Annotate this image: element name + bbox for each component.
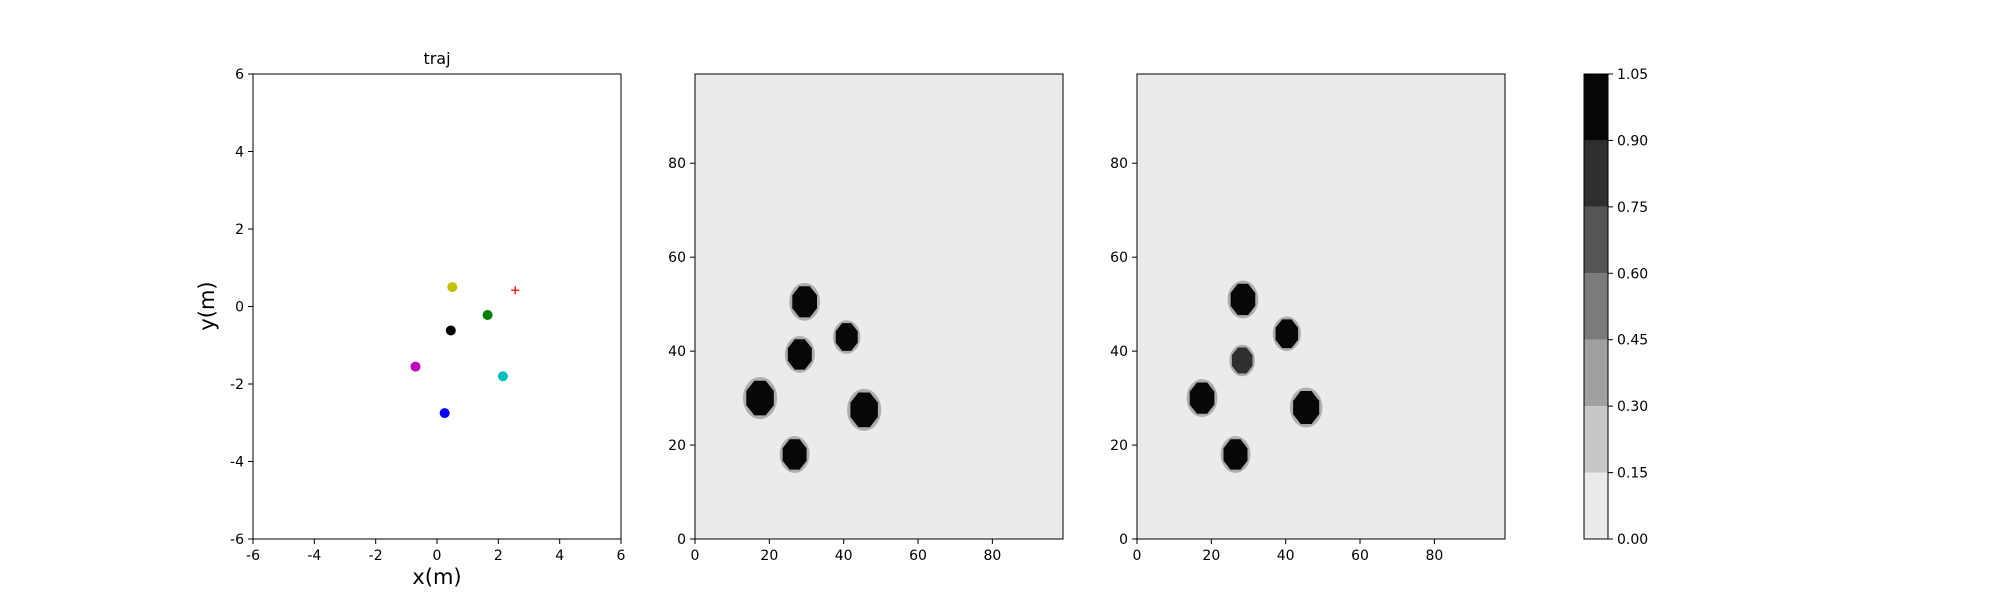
y-tick-label: -4 [230,455,244,471]
scatter-point [445,325,456,336]
heatmap-1-frame [694,73,1064,540]
y-tick-label: 0 [677,532,686,548]
traj-title: traj [423,49,450,68]
traj-x-ticks: -6 -4 -2 0 2 4 6 [246,539,626,564]
occupancy-blob [782,439,807,470]
colorbar-tick-label: 0.60 [1617,266,1648,282]
y-tick-label: 2 [235,222,244,238]
y-tick-label: 4 [235,145,244,161]
y-tick-label: 40 [668,344,686,360]
x-tick-label: 4 [555,548,564,564]
y-tick-label: 20 [1110,438,1128,454]
heatmap-1-x-ticks: 0 20 40 60 80 [691,539,1001,564]
occupancy-blob [1231,347,1253,374]
colorbar-tick-label: 1.05 [1617,67,1648,83]
x-tick-label: 0 [433,548,442,564]
heatmap-1-y-ticks: 0 20 40 60 80 [668,156,695,548]
x-tick-label: 0 [691,548,700,564]
x-tick-label: 40 [835,548,853,564]
scatter-point [482,310,493,321]
y-tick-label: -2 [230,377,244,393]
occupancy-blob [1189,382,1215,414]
heatmap-2-background [1137,74,1505,539]
traj-y-axis-label: y(m) [195,281,219,330]
x-tick-label: -6 [246,548,260,564]
y-tick-label: 60 [668,250,686,266]
scatter-point [410,361,421,372]
scatter-point [497,371,508,382]
x-tick-label: -2 [369,548,383,564]
occupancy-blob [1230,283,1256,316]
colorbar-band [1584,273,1608,340]
y-tick-label: 80 [1110,156,1128,172]
colorbar-frame [1583,73,1609,540]
x-tick-label: 6 [617,548,626,564]
colorbar-bands [1584,74,1608,539]
colorbar-tick-label: 0.90 [1617,133,1648,149]
scatter-point [439,408,450,419]
x-tick-label: 20 [1202,548,1220,564]
heatmap-panel-2: 0 20 40 60 80 0 20 40 60 80 [1110,73,1506,564]
occupancy-blob [787,339,812,370]
occupancy-blob [792,286,817,318]
colorbar-ticks: 0.00 0.15 0.30 0.45 0.60 0.75 0.90 1.05 [1608,67,1648,548]
traj-plot-frame [252,73,622,540]
occupancy-blob [1223,439,1248,470]
occupancy-blob [1293,391,1320,424]
colorbar-tick-label: 0.75 [1617,200,1648,216]
colorbar-band [1584,472,1608,539]
colorbar-band [1584,140,1608,207]
occupancy-blob [835,323,858,351]
x-tick-label: 60 [909,548,927,564]
traj-points [410,282,520,419]
colorbar-band [1584,406,1608,473]
colorbar-band [1584,206,1608,274]
y-tick-label: 6 [235,67,244,83]
x-tick-label: 80 [983,548,1001,564]
colorbar-tick-label: 0.15 [1617,466,1648,482]
y-tick-label: 80 [668,156,686,172]
x-tick-label: 20 [760,548,778,564]
plus-marker [511,286,520,295]
y-tick-label: 40 [1110,344,1128,360]
heatmap-1-background [695,74,1063,539]
x-tick-label: 0 [1133,548,1142,564]
x-tick-label: -4 [307,548,321,564]
x-tick-label: 60 [1351,548,1369,564]
heatmap-2-blobs [1186,280,1323,473]
colorbar-tick-label: 0.00 [1617,532,1648,548]
y-tick-label: 60 [1110,250,1128,266]
heatmap-panel-1: 0 20 40 60 80 0 20 40 60 80 [668,73,1064,564]
occupancy-blob [1275,319,1299,349]
occupancy-blob [746,380,774,416]
traj-x-axis-label: x(m) [412,565,461,589]
y-tick-label: 0 [235,300,244,316]
scatter-point [447,282,458,293]
heatmap-2-frame [1136,73,1506,540]
traj-y-ticks: -6 -4 -2 0 2 4 6 [230,67,253,548]
y-tick-label: 20 [668,438,686,454]
colorbar-band [1584,339,1608,407]
heatmap-2-y-ticks: 0 20 40 60 80 [1110,156,1137,548]
occupancy-blob [850,392,878,428]
colorbar: 0.00 0.15 0.30 0.45 0.60 0.75 0.90 1.05 [1583,67,1648,548]
heatmap-2-x-ticks: 0 20 40 60 80 [1133,539,1443,564]
x-tick-label: 80 [1425,548,1443,564]
x-tick-label: 40 [1277,548,1295,564]
colorbar-tick-label: 0.30 [1617,399,1648,415]
heatmap-1-blobs [742,282,882,473]
colorbar-tick-label: 0.45 [1617,333,1648,349]
x-tick-label: 2 [494,548,503,564]
y-tick-label: -6 [230,532,244,548]
y-tick-label: 0 [1119,532,1128,548]
traj-panel: traj -6 -4 -2 0 2 4 6 -6 -4 -2 0 2 4 6 x(m) y(m) [195,49,626,589]
colorbar-band [1584,74,1608,141]
